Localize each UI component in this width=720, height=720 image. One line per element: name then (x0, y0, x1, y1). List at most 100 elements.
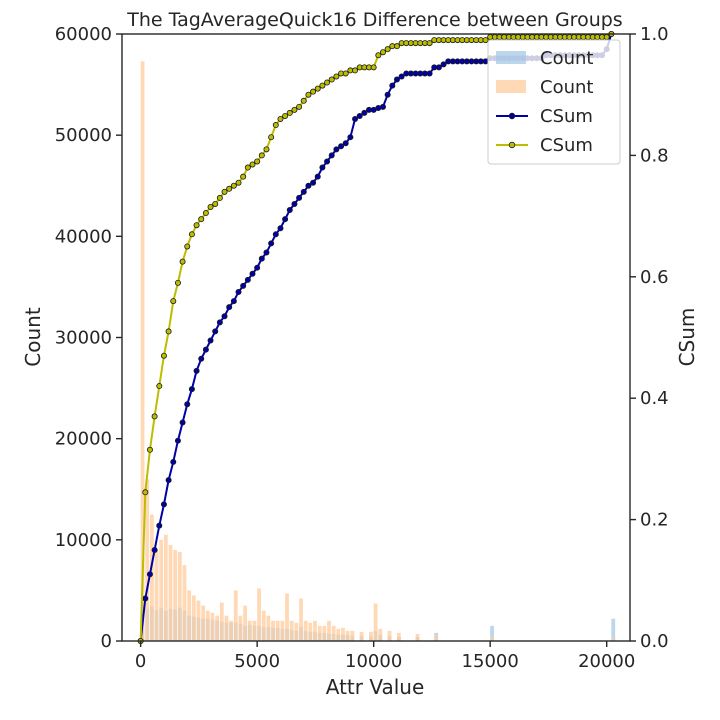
histogram-bar-1-16 (215, 615, 220, 641)
legend-marker-3 (508, 141, 516, 149)
histogram-bar-1-54 (490, 636, 494, 641)
csum-point-3-51 (375, 52, 382, 59)
x-tick-label-0: 0 (135, 651, 146, 672)
csum-point-3-22 (240, 173, 247, 180)
histogram-bar-1-27 (266, 615, 271, 641)
csum-point-3-36 (305, 91, 312, 98)
csum-point-2-4 (156, 522, 163, 529)
csum-point-2-17 (216, 319, 223, 326)
csum-point-2-33 (291, 200, 298, 207)
csum-point-2-37 (310, 179, 317, 186)
csum-point-3-24 (249, 161, 256, 168)
csum-point-3-52 (379, 49, 386, 56)
csum-point-3-4 (156, 383, 163, 390)
csum-point-2-47 (356, 112, 363, 119)
csum-point-2-42 (333, 146, 340, 153)
x-tick-label-4: 20000 (578, 651, 635, 672)
histogram-bar-1-14 (205, 610, 210, 641)
csum-point-3-15 (207, 203, 214, 210)
csum-point-2-30 (277, 225, 284, 232)
csum-point-2-35 (300, 188, 307, 195)
histogram-bar-1-53 (434, 634, 439, 641)
csum-point-2-1 (142, 595, 149, 602)
csum-point-3-9 (179, 258, 186, 265)
csum-point-3-23 (244, 164, 251, 171)
legend: Count Count CSum CSum (487, 39, 621, 165)
legend-label-1: Count (540, 77, 593, 98)
csum-point-3-11 (188, 231, 195, 238)
csum-point-3-10 (184, 243, 191, 250)
y-tick-label-6: 60000 (55, 24, 112, 45)
legend-swatch-1 (496, 80, 526, 93)
csum-point-2-12 (193, 367, 200, 374)
csum-point-2-45 (347, 134, 354, 141)
csum-point-3-53 (384, 46, 391, 53)
csum-point-3-1 (142, 489, 149, 496)
histogram-bar-1-5 (163, 534, 168, 641)
csum-point-2-54 (389, 82, 396, 89)
csum-point-3-62 (426, 40, 433, 47)
csum-point-3-20 (230, 182, 237, 189)
y2-tick-label-0: 0.0 (640, 631, 669, 652)
csum-point-2-64 (435, 64, 442, 71)
csum-point-2-2 (146, 571, 153, 578)
csum-point-3-14 (202, 210, 209, 217)
histogram-bar-1-1 (145, 479, 150, 641)
csum-point-2-22 (240, 282, 247, 289)
csum-point-2-62 (426, 70, 433, 77)
legend-marker-2 (508, 112, 516, 120)
histogram-bar-0-54 (490, 625, 494, 641)
legend-label-0: Count (540, 48, 593, 69)
y-tick-label-5: 50000 (55, 125, 112, 146)
csum-point-2-13 (198, 355, 205, 362)
csum-point-3-41 (328, 76, 335, 83)
x-tick-label-2: 10000 (345, 651, 402, 672)
histogram-bar-1-37 (313, 620, 317, 641)
csum-point-2-39 (319, 164, 326, 171)
axes-layer: 0 5000 10000 15000 20000 0 10000 20000 30000 4000… (55, 24, 669, 672)
histogram-bar-1-31 (285, 593, 289, 641)
histogram-bar-0-55 (611, 618, 616, 641)
csum-point-2-7 (170, 458, 177, 465)
csum-point-2-46 (352, 115, 359, 122)
histogram-bar-1-44 (345, 630, 350, 641)
csum-point-3-5 (160, 352, 167, 359)
csum-point-2-15 (207, 337, 214, 344)
histogram-bar-1-11 (191, 595, 196, 641)
histogram-bar-1-42 (336, 628, 341, 641)
csum-point-2-55 (393, 76, 400, 83)
csum-point-2-53 (384, 91, 391, 98)
histogram-bar-1-55 (611, 637, 616, 641)
csum-point-2-21 (235, 288, 242, 295)
y-tick-label-1: 10000 (55, 530, 112, 551)
csum-point-3-21 (235, 179, 242, 186)
histogram-bar-1-47 (369, 631, 373, 641)
csum-point-2-38 (314, 173, 321, 180)
csum-point-2-34 (296, 194, 303, 201)
histogram-bar-1-20 (233, 590, 238, 641)
x-tick-label-3: 15000 (462, 651, 519, 672)
histogram-bar-1-18 (224, 615, 229, 641)
histogram-bar-1-10 (187, 590, 192, 641)
histogram-bar-1-12 (196, 600, 201, 641)
histogram-bar-1-6 (168, 544, 173, 641)
y2-tick-label-5: 1.0 (640, 24, 669, 45)
csum-point-3-28 (268, 134, 275, 141)
csum-point-3-32 (286, 109, 293, 116)
csum-point-2-32 (286, 207, 293, 214)
csum-point-3-13 (198, 216, 205, 223)
csum-point-3-17 (216, 194, 223, 201)
histogram-bar-1-29 (275, 620, 280, 641)
histogram-bar-1-7 (173, 549, 178, 641)
histogram-bar-1-52 (415, 633, 420, 641)
histogram-bar-1-38 (317, 625, 322, 641)
csum-point-2-56 (398, 73, 405, 80)
csum-point-3-39 (319, 82, 326, 89)
histogram-bar-1-41 (331, 625, 336, 641)
histogram-bar-1-24 (252, 620, 257, 641)
histogram-bar-1-39 (322, 625, 327, 641)
csum-point-3-25 (254, 158, 261, 165)
histogram-bar-1-50 (387, 630, 392, 641)
histogram-bar-1-28 (271, 620, 275, 641)
